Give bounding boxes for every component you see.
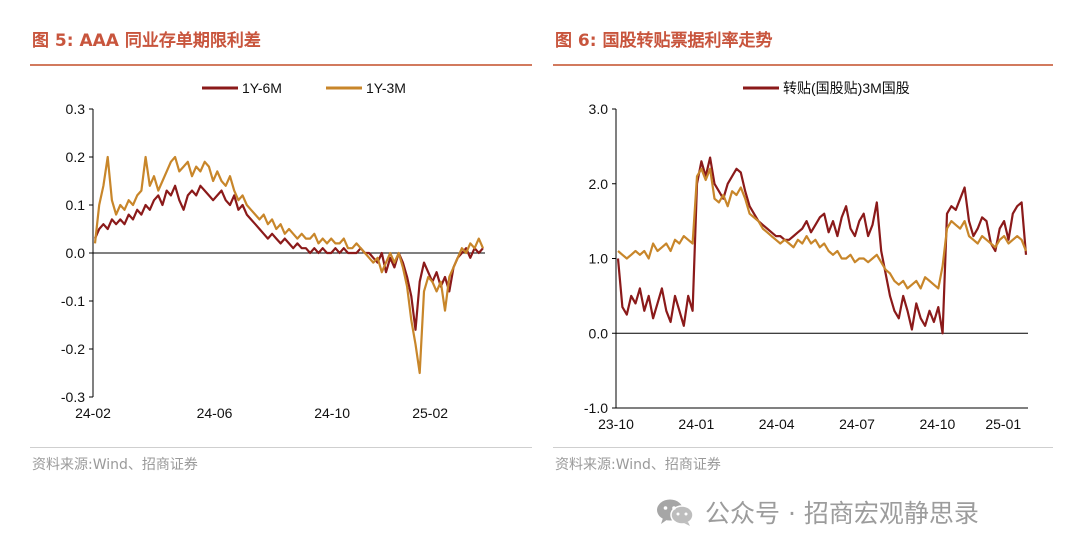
legend-label: 1Y-3M bbox=[366, 80, 406, 96]
y-tick-label: 0.3 bbox=[66, 101, 86, 117]
legend-label: 转贴(国股贴)3M国股 bbox=[783, 80, 910, 96]
wechat-icon bbox=[655, 497, 695, 527]
x-tick-label: 24-02 bbox=[75, 405, 111, 421]
y-tick-label: -1.0 bbox=[584, 400, 608, 416]
x-tick-label: 24-10 bbox=[314, 405, 350, 421]
series-line-1Y-6M bbox=[93, 184, 484, 331]
series-line-1Y-3M bbox=[93, 155, 485, 375]
x-tick-label: 25-01 bbox=[985, 416, 1021, 432]
right-source-note: 资料来源:Wind、招商证券 bbox=[555, 457, 721, 473]
x-tick-label: 24-10 bbox=[919, 416, 955, 432]
legend-label: 1Y-6M bbox=[242, 80, 282, 96]
y-tick-label: 0.1 bbox=[66, 197, 86, 213]
y-tick-label: -0.3 bbox=[61, 389, 85, 405]
watermark: 公众号 · 招商宏观静思录 bbox=[655, 494, 979, 530]
x-tick-label: 24-07 bbox=[839, 416, 875, 432]
x-tick-label: 24-04 bbox=[759, 416, 795, 432]
x-tick-label: 23-10 bbox=[598, 416, 634, 432]
watermark-text: 公众号 · 招商宏观静思录 bbox=[705, 499, 979, 528]
y-tick-label: -0.2 bbox=[61, 341, 85, 357]
y-tick-label: 0.2 bbox=[66, 149, 86, 165]
left-source-note: 资料来源:Wind、招商证券 bbox=[32, 457, 198, 473]
y-tick-label: 3.0 bbox=[589, 101, 609, 117]
right-bill-rate-chart: 3.0 2.0 1.0 0.0 -1.023-10 24-01 24-04 24-07 24-1… bbox=[584, 80, 1028, 432]
left-spread-chart: 0.3 0.2 0.1 0.0 -0.1 -0.2 -0.324-02 24-06 24-10 2… bbox=[61, 80, 485, 421]
series-line-转贴(国股贴)3M国股 bbox=[616, 156, 1028, 335]
right-bottom-rule bbox=[553, 447, 1053, 448]
x-tick-label: 25-02 bbox=[412, 405, 448, 421]
y-tick-label: 2.0 bbox=[589, 176, 609, 192]
left-bottom-rule bbox=[30, 447, 532, 448]
y-tick-label: 0.0 bbox=[66, 245, 86, 261]
right-chart-title: 图 6: 国股转贴票据利率走势 bbox=[555, 31, 773, 51]
x-tick-label: 24-01 bbox=[678, 416, 714, 432]
series-line-series-2 bbox=[617, 167, 1028, 290]
right-title-rule bbox=[553, 64, 1053, 66]
y-tick-label: 1.0 bbox=[589, 251, 609, 267]
left-title-rule bbox=[30, 64, 532, 66]
left-chart-title: 图 5: AAA 同业存单期限利差 bbox=[32, 31, 261, 51]
y-tick-label: -0.1 bbox=[61, 293, 85, 309]
y-tick-label: 0.0 bbox=[589, 325, 609, 341]
x-tick-label: 24-06 bbox=[197, 405, 233, 421]
